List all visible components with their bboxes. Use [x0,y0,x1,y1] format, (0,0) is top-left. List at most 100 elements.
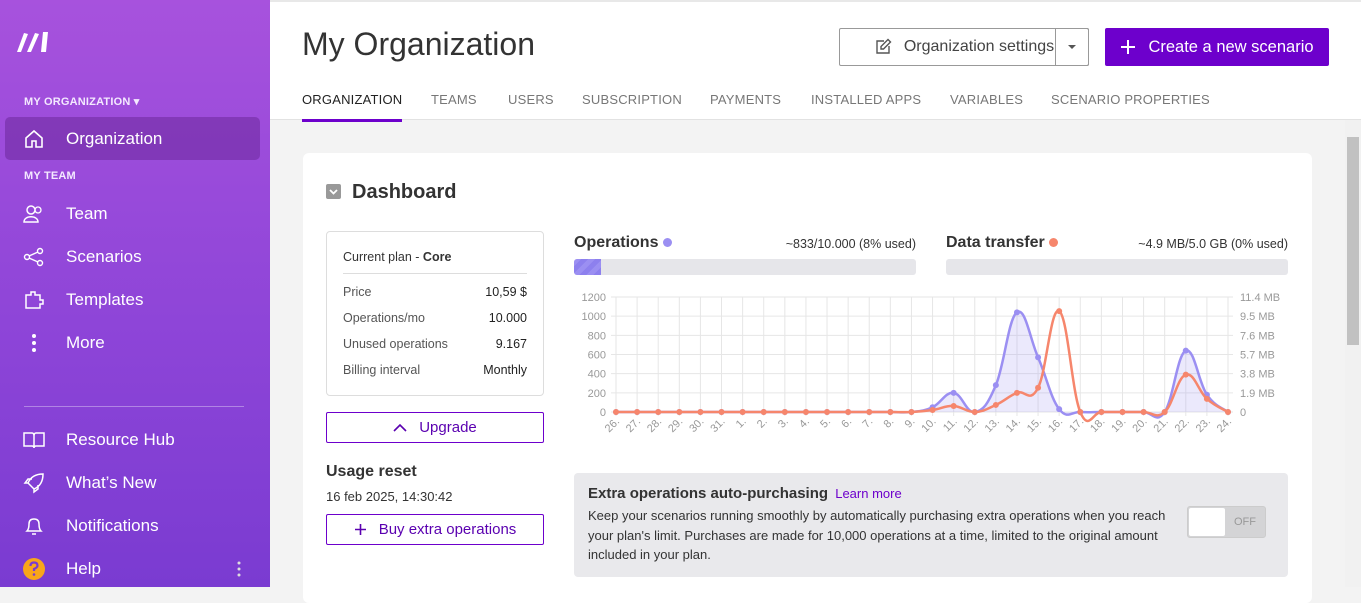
plan-card [326,231,544,396]
x-tick-label: 6. [839,416,854,431]
nav-label: Organization [66,128,163,148]
header: My Organization Organization settings Cr… [270,0,1361,122]
kebab-icon[interactable] [237,561,241,577]
transfer-heading: Data transfer [946,234,1059,252]
plan-label: Current plan - [343,250,420,264]
x-tick-label: 1. [734,416,749,431]
settings-dropdown[interactable] [1055,28,1089,66]
extra-heading: Extra operations auto-purchasing Learn m… [588,485,902,502]
tab[interactable]: ORGANIZATION [302,92,403,122]
y-tick-label: 0 [600,407,606,419]
data-point [1119,409,1126,415]
usage-chart: 0 200 400 600 800 1000 1200 0 1.9 MB 3.8 MB 5.7 MB… [582,292,1281,435]
data-point [1056,406,1063,413]
series-line [616,310,1229,419]
row-value: 10.000 [488,311,527,325]
icon [876,38,892,54]
row-label: Operations/mo [343,311,425,325]
settings-button[interactable]: Organization settings [839,28,1089,66]
y-tick-label: 600 [588,350,606,362]
nav-item[interactable]: Team [5,192,260,235]
data-point [1203,395,1210,402]
nav-label: More [66,332,105,352]
icon [23,557,45,580]
plan-heading: Current plan - Core [343,250,451,264]
learn-more-link[interactable]: Learn more [835,486,902,501]
tab[interactable]: SCENARIO PROPERTIES [1051,92,1210,107]
nav-label: Notifications [66,515,159,535]
y2-tick-label: 5.7 MB [1240,350,1275,362]
page-title: My Organization [302,26,535,62]
tab[interactable]: USERS [508,92,554,107]
tab[interactable]: PAYMENTS [710,92,782,107]
x-tick-label: 23. [1194,416,1213,435]
operations-heading: Operations [574,234,672,252]
data-point [1098,409,1105,415]
nav-item[interactable]: Scenarios [5,235,260,278]
nav-label: Team [66,203,108,223]
icon [23,204,42,223]
scrollbar[interactable] [1345,120,1361,587]
data-point [971,409,978,415]
nav-label: Resource Hub [66,429,175,449]
x-tick-label: 31. [708,416,727,435]
icon [354,524,366,535]
tab[interactable]: TEAMS [431,92,477,107]
scroll-thumb[interactable] [1347,137,1359,345]
data-point [1035,384,1042,391]
x-tick-label: 19. [1109,416,1128,435]
data-point [1161,409,1168,415]
create-button[interactable]: Create a new scenario [1105,28,1329,66]
plan-row: Billing interval Monthly [343,363,527,377]
plan-row: Operations/mo 10.000 [343,311,527,325]
nav-item[interactable]: Organization [5,117,260,160]
nav-item[interactable]: Resource Hub [5,418,260,461]
icon [25,129,43,148]
data-point [802,409,809,415]
y-tick-label: 800 [588,330,606,342]
x-tick-label: 27. [624,416,643,435]
data-point [1056,308,1063,315]
usage-reset-date: 16 feb 2025, 14:30:42 [326,489,453,504]
button-label: Buy extra operations [378,521,517,538]
data-point [950,402,957,409]
logo[interactable] [15,30,53,54]
row-value: 9.167 [495,337,527,351]
nav-item[interactable]: Templates [5,278,260,321]
nav-item[interactable]: What’s New [5,461,260,504]
upgrade-button[interactable]: Upgrade [326,412,544,443]
data-point [929,406,936,413]
data-point [613,409,619,415]
x-tick-label: 16. [1046,416,1065,435]
icon [1121,40,1136,54]
tab[interactable]: SUBSCRIPTION [582,92,682,107]
nav-label: Templates [66,289,144,309]
button-label: Organization settings [903,38,1055,55]
usage-bar [574,259,916,275]
y2-tick-label: 7.6 MB [1240,330,1275,342]
tab[interactable]: INSTALLED APPS [811,92,922,107]
data-point [1013,389,1020,396]
tab[interactable]: VARIABLES [950,92,1024,107]
nav-item[interactable]: More [5,321,260,364]
nav-item[interactable]: Help [5,547,260,590]
plan-row: Unused operations 9.167 [343,337,527,351]
toggle[interactable]: OFF [1187,506,1266,538]
x-tick-label: 2. [755,416,770,431]
data-point [655,409,662,415]
toggle-label: OFF [1234,516,1256,528]
section-title: Dashboard [352,181,457,203]
collapse-icon[interactable] [326,184,341,199]
icon [393,423,407,432]
row-value: Monthly [483,363,527,377]
x-tick-label: 13. [983,416,1002,435]
button-label: Create a new scenario [1148,37,1314,56]
x-tick-label: 21. [1152,416,1171,435]
data-point [887,409,894,415]
nav-item[interactable]: Notifications [5,504,260,547]
data-point [760,409,767,415]
org-switcher[interactable]: MY ORGANIZATION ▾ [24,96,140,108]
x-tick-label: 22. [1173,416,1192,435]
buy-button[interactable]: Buy extra operations [326,514,544,545]
x-tick-label: 4. [797,416,812,431]
